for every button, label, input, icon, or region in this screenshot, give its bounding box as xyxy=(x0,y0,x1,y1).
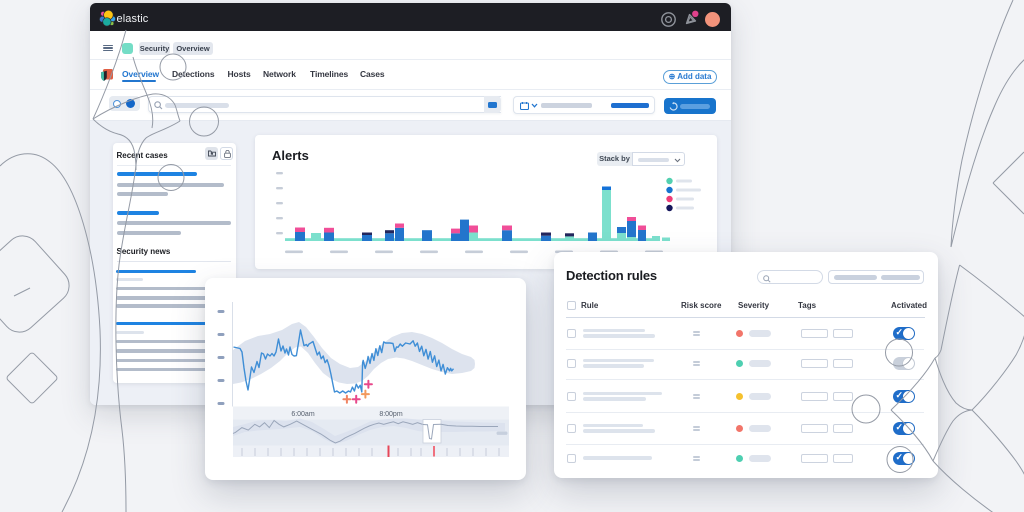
svg-text:6:00am: 6:00am xyxy=(291,411,315,418)
svg-text:8:00pm: 8:00pm xyxy=(379,411,403,418)
